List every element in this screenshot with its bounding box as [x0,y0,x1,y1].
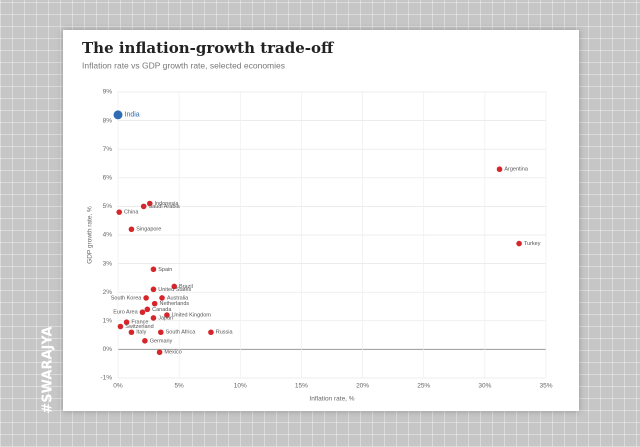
x-tick-label: 15% [295,383,308,390]
y-tick-label: 5% [103,203,113,210]
point [116,209,123,215]
point [208,329,214,336]
point [150,266,157,273]
point [123,319,130,326]
point-label: Saudi Arabia [148,204,180,210]
x-tick-label: 30% [478,383,491,390]
point-label: Italy [136,330,146,336]
x-tick-label: 20% [356,383,369,390]
y-tick-label: 2% [103,289,113,296]
point [164,312,170,318]
point [139,309,146,316]
x-tick-label: 0% [113,383,123,390]
point [159,295,165,301]
point [143,295,149,301]
chart-title: The inflation-growth trade-off [82,39,335,57]
point [142,338,148,344]
point-label: Singapore [136,227,161,233]
y-tick-label: 0% [103,346,113,353]
point-label: Canada [152,307,172,313]
y-tick-label: 6% [103,175,113,182]
point-label: Australia [167,295,189,301]
point-label: Mexico [164,350,181,356]
point-label: South Africa [166,330,197,336]
point-label: Turkey [524,241,541,247]
point [144,306,151,313]
point-label: Indonesia [155,201,180,207]
x-axis-label: Inflation rate, % [309,396,354,403]
x-tick-label: 10% [234,383,247,390]
point-label: Japan [158,315,173,321]
point [128,226,135,233]
point-label: Brazil [179,284,193,290]
point [496,166,503,173]
point-label: Argentina [504,167,528,173]
point [516,240,522,247]
y-tick-label: 3% [103,260,113,267]
point [146,200,153,207]
point-label: United States [158,287,191,293]
x-tick-label: 25% [417,383,430,390]
point-label: Netherlands [159,301,189,307]
y-tick-label: -1% [100,375,112,382]
point [158,329,164,336]
y-tick-label: 9% [103,89,113,96]
y-tick-label: 8% [103,117,113,124]
point [128,329,135,336]
card [63,30,579,411]
chart-subtitle: Inflation rate vs GDP growth rate, selec… [82,60,285,70]
y-tick-label: 7% [103,146,113,153]
point [151,300,158,307]
y-tick-label: 1% [103,318,113,325]
point-label: India [125,112,140,119]
point [117,323,124,330]
point [113,110,123,120]
point-label: Switzerland [125,324,153,330]
point [150,286,157,293]
x-tick-label: 35% [539,383,552,390]
point-label: Euro Area [113,310,138,316]
point-label: Spain [158,267,172,273]
watermark: #SWARAJYA [41,326,56,413]
point-label: South Korea [111,295,143,301]
point-label: United Kingdom [172,313,212,319]
point [150,315,157,321]
y-axis-label: GDP growth rate, % [87,206,94,264]
point-label: France [131,320,148,326]
x-tick-label: 5% [174,383,184,390]
y-tick-label: 4% [103,232,113,239]
point-label: China [124,210,139,216]
point [171,283,178,290]
point-label: Germany [150,338,173,344]
point-label: Russia [216,330,234,336]
point [156,349,163,356]
point [140,203,147,210]
